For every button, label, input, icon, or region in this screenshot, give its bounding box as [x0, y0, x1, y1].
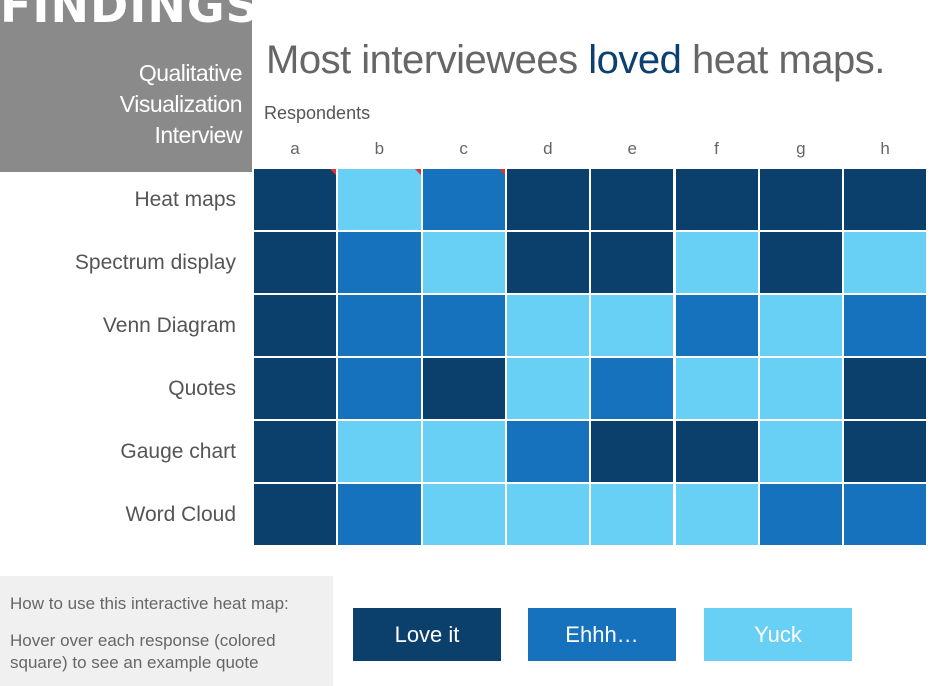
headline-before: Most interviewees: [266, 38, 589, 82]
heatmap-cell[interactable]: [337, 231, 422, 294]
heatmap-cell[interactable]: [253, 483, 338, 546]
heatmap-cell[interactable]: [590, 168, 675, 231]
heatmap-cell[interactable]: [843, 420, 928, 483]
heatmap-cell[interactable]: [674, 168, 759, 231]
heatmap-cell[interactable]: [337, 168, 422, 231]
heatmap-cell[interactable]: [505, 483, 591, 546]
heatmap-cell[interactable]: [758, 294, 844, 357]
heatmap-cell[interactable]: [253, 168, 338, 231]
column-label-g: g: [796, 139, 806, 158]
heatmap-cell[interactable]: [758, 168, 844, 231]
heatmap-cell[interactable]: [505, 294, 591, 357]
heatmap-cell[interactable]: [674, 294, 759, 357]
heatmap-cell[interactable]: [590, 420, 675, 483]
row-label-venn-diagram: Venn Diagram: [102, 313, 236, 337]
row-label-quotes: Quotes: [168, 376, 236, 400]
legend-ehh-button[interactable]: Ehhh…: [528, 608, 676, 661]
comment-flag-icon: [498, 169, 505, 175]
headline-highlight: loved: [588, 38, 682, 82]
instructions-title: How to use this interactive heat map:: [10, 594, 289, 613]
legend-yuck-button[interactable]: Yuck: [704, 608, 852, 661]
heatmap-cell[interactable]: [505, 420, 591, 483]
heatmap-cell[interactable]: [505, 168, 591, 231]
heatmap-cell[interactable]: [253, 294, 338, 357]
heatmap-cell[interactable]: [337, 420, 422, 483]
heatmap-cell[interactable]: [421, 231, 506, 294]
heatmap-cell[interactable]: [674, 483, 759, 546]
heatmap-cell[interactable]: [843, 357, 928, 420]
heatmap-cell[interactable]: [337, 357, 422, 420]
column-label-a: a: [290, 139, 300, 158]
headline-after: heat maps.: [681, 38, 885, 82]
heatmap-cell[interactable]: [674, 357, 759, 420]
heatmap-cell[interactable]: [421, 357, 506, 420]
heatmap-cell[interactable]: [505, 357, 591, 420]
row-label-heat-maps: Heat maps: [134, 187, 236, 211]
heatmap-cell[interactable]: [590, 483, 675, 546]
chart-headline: Most interviewees loved heat maps.: [266, 34, 885, 86]
comment-flag-icon: [414, 169, 421, 175]
title-findings: FINDINGS: [0, 0, 252, 33]
subtitle-line-1: Qualitative: [138, 60, 243, 86]
heatmap-cell[interactable]: [758, 420, 844, 483]
subtitle-line-2: Visualization: [119, 91, 243, 117]
heatmap-cell[interactable]: [674, 420, 759, 483]
column-label-e: e: [627, 139, 637, 158]
heatmap-cell[interactable]: [421, 483, 506, 546]
heatmap-cell[interactable]: [421, 420, 506, 483]
subtitle-line-3: Interview: [154, 122, 242, 148]
heatmap-cell[interactable]: [590, 231, 675, 294]
heatmap-cell[interactable]: [590, 294, 675, 357]
heatmap-cell[interactable]: [337, 483, 422, 546]
title-block: FINDINGS Qualitative Visualization Inter…: [0, 0, 252, 172]
column-label-h: h: [880, 139, 890, 158]
instructions-text: Hover over each response (colored square…: [10, 631, 276, 672]
heatmap-cell[interactable]: [421, 168, 506, 231]
heatmap-cell[interactable]: [843, 483, 928, 546]
heatmap-cell[interactable]: [843, 294, 928, 357]
heatmap-cell[interactable]: [253, 231, 338, 294]
column-label-c: c: [459, 139, 468, 158]
instructions-panel: How to use this interactive heat map: Ho…: [0, 576, 333, 686]
heatmap-cell[interactable]: [421, 294, 506, 357]
heatmap-cell[interactable]: [758, 483, 844, 546]
heatmap-cell[interactable]: [843, 231, 928, 294]
heatmap-cell[interactable]: [253, 420, 338, 483]
heatmap-cell[interactable]: [674, 231, 759, 294]
comment-flag-icon: [330, 169, 337, 175]
heatmap-cell[interactable]: [505, 231, 591, 294]
row-label-spectrum-display: Spectrum display: [74, 250, 236, 274]
heatmap-cell[interactable]: [758, 231, 844, 294]
row-label-gauge-chart: Gauge chart: [120, 439, 236, 463]
x-axis-label: Respondents: [264, 103, 371, 123]
title-subtitle: Qualitative Visualization Interview: [119, 58, 243, 151]
heatmap-cell[interactable]: [843, 168, 928, 231]
heatmap-cell[interactable]: [253, 357, 338, 420]
heatmap-cell[interactable]: [758, 357, 844, 420]
heatmap-cell[interactable]: [337, 294, 422, 357]
column-label-d: d: [543, 139, 553, 158]
legend-love-it-button[interactable]: Love it: [353, 608, 501, 661]
heatmap-cell[interactable]: [590, 357, 675, 420]
column-label-f: f: [714, 139, 719, 158]
column-label-b: b: [374, 139, 385, 158]
row-label-word-cloud: Word Cloud: [125, 502, 237, 526]
